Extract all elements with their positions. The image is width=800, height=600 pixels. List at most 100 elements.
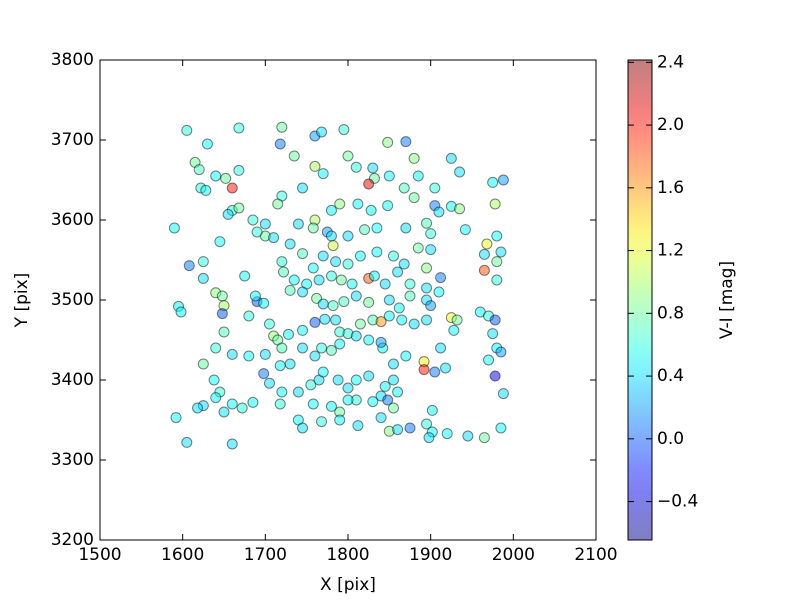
point <box>222 208 234 220</box>
point <box>478 248 490 260</box>
colorbar-tick-label: 2.0 <box>657 115 684 135</box>
point <box>181 124 193 136</box>
point <box>481 238 493 250</box>
point <box>170 412 182 424</box>
point <box>313 274 325 286</box>
point <box>282 328 294 340</box>
point <box>297 248 309 260</box>
y-tick-label: 3700 <box>51 130 94 150</box>
point <box>317 366 329 378</box>
point <box>276 121 288 133</box>
point <box>392 386 404 398</box>
point <box>393 302 405 314</box>
point <box>387 250 399 262</box>
y-tick-label: 3800 <box>51 50 94 70</box>
point <box>379 380 391 392</box>
point <box>363 334 375 346</box>
point <box>200 184 212 196</box>
point <box>400 136 412 148</box>
colorbar-label: V-I [mag] <box>717 261 737 339</box>
point <box>243 310 255 322</box>
point <box>309 316 321 328</box>
point <box>274 360 286 372</box>
x-tick-label: 2000 <box>492 545 535 565</box>
y-tick-label: 3200 <box>51 530 94 550</box>
x-tick-label: 1900 <box>409 545 452 565</box>
point <box>491 274 503 286</box>
colorbar-tick-label: −0.4 <box>657 492 698 512</box>
point <box>363 296 375 308</box>
point <box>440 362 452 374</box>
point <box>276 342 288 354</box>
point <box>363 370 375 382</box>
point <box>218 326 230 338</box>
point <box>274 138 286 150</box>
colorbar-tick-label: 0.0 <box>657 429 684 449</box>
point <box>330 314 342 326</box>
point <box>429 182 441 194</box>
point <box>354 250 366 262</box>
point <box>404 278 416 290</box>
point <box>272 198 284 210</box>
point <box>327 300 339 312</box>
point <box>495 246 507 258</box>
point <box>365 204 377 216</box>
y-axis-label: Y [pix] <box>12 273 32 329</box>
point <box>263 377 275 389</box>
point <box>350 330 362 342</box>
point <box>330 256 342 268</box>
point <box>383 294 395 306</box>
point <box>495 346 507 358</box>
point <box>425 228 437 240</box>
colorbar-tick-label: 1.6 <box>657 178 684 198</box>
point <box>325 344 337 356</box>
point <box>239 270 251 282</box>
point <box>258 297 270 309</box>
point <box>350 374 362 386</box>
colorbar-tick-label: 1.2 <box>657 241 684 261</box>
point <box>259 348 271 360</box>
point <box>352 420 364 432</box>
point <box>354 318 366 330</box>
x-tick-label: 2100 <box>574 545 617 565</box>
point <box>392 424 404 436</box>
point <box>325 230 337 242</box>
point <box>247 214 259 226</box>
point <box>445 152 457 164</box>
point <box>495 422 507 434</box>
point <box>400 350 412 362</box>
point <box>342 394 354 406</box>
point <box>491 256 503 268</box>
point <box>317 168 329 180</box>
point <box>392 266 404 278</box>
point <box>425 300 437 312</box>
point <box>297 422 309 434</box>
point <box>335 274 347 286</box>
point <box>433 286 445 298</box>
point <box>421 418 433 430</box>
point <box>368 270 380 282</box>
point <box>307 262 319 274</box>
point <box>201 138 213 150</box>
point <box>483 354 495 366</box>
point <box>175 306 187 318</box>
point <box>181 436 193 448</box>
point <box>352 198 364 210</box>
point <box>259 218 271 230</box>
point <box>249 290 261 302</box>
point <box>220 172 232 184</box>
point <box>226 182 238 194</box>
point <box>421 217 433 229</box>
point <box>226 348 238 360</box>
point <box>342 150 354 162</box>
point <box>433 206 445 218</box>
point <box>292 386 304 398</box>
y-tick-label: 3500 <box>51 290 94 310</box>
point <box>350 290 362 302</box>
point <box>371 246 383 258</box>
point <box>297 342 309 354</box>
point <box>418 364 430 376</box>
x-tick-label: 1600 <box>161 545 204 565</box>
point <box>274 398 286 410</box>
